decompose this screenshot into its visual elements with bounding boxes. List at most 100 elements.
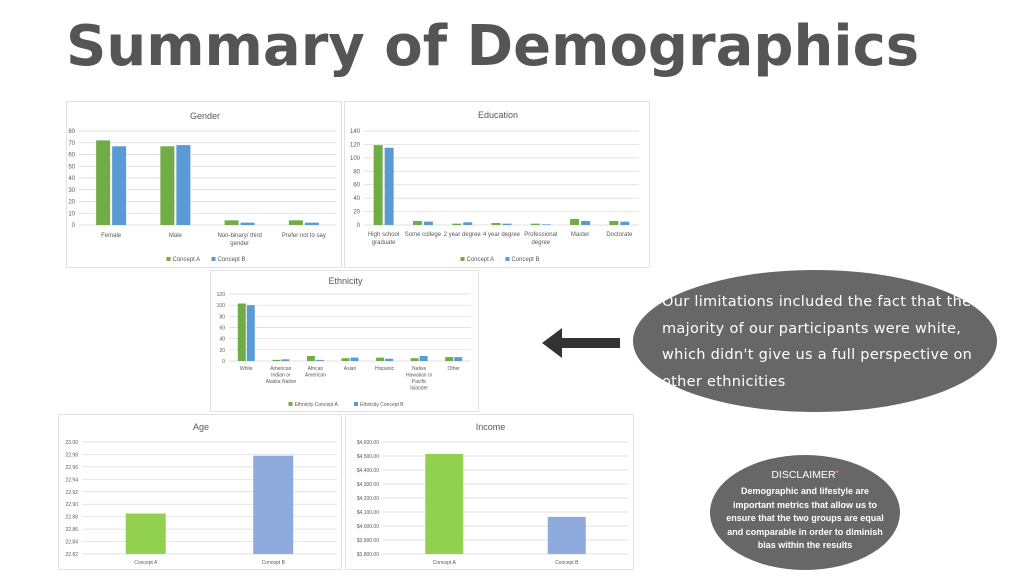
age-category-label: Concept A — [134, 560, 158, 566]
gender-ytick-label: 30 — [68, 188, 75, 194]
ethnicity-chart-title: Ethnicity — [328, 276, 363, 286]
education-bar-2-year-degree-concept-b — [463, 222, 473, 225]
ethnicity-category-label-line: Pacific — [412, 379, 427, 385]
gender-legend-swatch — [166, 257, 171, 261]
gender-bar-non-binary-third-concept-b — [240, 222, 255, 225]
gender-category-label: Female — [101, 233, 122, 239]
education-bar-professional-concept-a — [530, 223, 540, 225]
education-category-label-line: High school — [368, 232, 399, 238]
age-ytick-label: 22.92 — [65, 490, 78, 496]
education-category-label-line: 4 year degree — [483, 232, 521, 238]
income-category-label-line: Concept A — [433, 560, 457, 566]
education-category-label: Professional degree — [524, 232, 557, 246]
age-bar-concept-b — [253, 455, 294, 554]
education-legend-label: Concept B — [512, 257, 540, 263]
education-ytick-label: 140 — [350, 129, 361, 135]
income-ytick-label: $4,600.00 — [357, 440, 379, 446]
age-chart: Age 22.82 22.84 22.86 22.88 22.90 22.92 22.94 22… — [65, 422, 337, 566]
gender-bar-non-binary-third-concept-a — [224, 220, 239, 225]
gender-bar-prefer-not-to-say-concept-b — [304, 222, 319, 225]
education-ytick-label: 120 — [350, 142, 361, 148]
income-chart: Income $3,800.00 $3,900.00 $4,000.00 $4,100.… — [357, 422, 628, 566]
ethnicity-ytick-label: 0 — [222, 359, 225, 365]
age-chart-panel: Age 22.82 22.84 22.86 22.88 22.90 22.92 22.94 22… — [58, 414, 342, 570]
education-ytick-label: 40 — [353, 196, 360, 202]
ethnicity-category-label: Native Hawaiian or Pacific Islander — [406, 366, 433, 392]
education-category-label-line: Professional — [524, 232, 557, 238]
gender-bar-female-concept-a — [96, 140, 111, 225]
ethnicity-bar-american-ethnicity-concept-b — [281, 359, 290, 361]
education-bar-master-concept-b — [581, 220, 591, 225]
income-bar-concept-a — [425, 453, 464, 554]
ethnicity-category-label: Hispanic — [375, 366, 395, 372]
age-ytick-label: 22.86 — [65, 527, 78, 533]
income-ytick-label: $3,800.00 — [357, 552, 379, 558]
education-bar-4-year-degree-concept-a — [491, 222, 501, 225]
ethnicity-category-label-line: American — [305, 373, 326, 379]
ethnicity-category-label-line: American — [270, 366, 291, 372]
education-bar-doctorate-concept-b — [620, 221, 630, 225]
ethnicity-category-label: White — [240, 366, 253, 372]
education-bar-high-school-concept-b — [384, 147, 394, 225]
ethnicity-bar-hispanic-ethnicity-concept-a — [376, 357, 385, 361]
education-chart-title: Education — [478, 110, 518, 120]
gender-category-label-line: Female — [101, 233, 122, 239]
ethnicity-category-label-line: Indian or — [271, 373, 291, 379]
ethnicity-ytick-label: 60 — [219, 326, 225, 332]
education-bar-some-college-concept-b — [423, 221, 433, 225]
age-ytick-label: 22.88 — [65, 515, 78, 521]
ethnicity-bar-hispanic-ethnicity-concept-b — [385, 358, 394, 361]
ethnicity-category-label-line: Hawaiian or — [406, 373, 433, 379]
education-category-label-line: Master — [571, 232, 589, 238]
ethnicity-ytick-label: 100 — [217, 303, 226, 309]
age-ytick-label: 22.82 — [65, 552, 78, 558]
income-ytick-label: $4,000.00 — [357, 524, 379, 530]
age-ytick-label: 22.94 — [65, 477, 78, 483]
education-bar-high-school-concept-a — [373, 145, 383, 225]
education-chart-panel: Education 0 20 40 60 80 100 120 140 High school gr… — [344, 101, 650, 268]
ethnicity-bar-native-ethnicity-concept-a — [410, 358, 419, 361]
gender-legend-swatch — [211, 257, 216, 261]
gender-bar-female-concept-b — [112, 146, 127, 225]
ethnicity-ytick-label: 20 — [219, 348, 225, 354]
gender-chart: Gender 0 10 20 30 40 50 60 70 80 Female Male Non-bin… — [68, 111, 336, 263]
disclaimer-heading-text: DISCLAIMER — [771, 469, 836, 481]
income-ytick-label: $4,400.00 — [357, 468, 379, 474]
ethnicity-bar-other-ethnicity-concept-a — [445, 357, 454, 361]
ethnicity-legend-swatch — [354, 402, 358, 406]
gender-ytick-label: 70 — [68, 141, 75, 147]
ethnicity-bar-asian-ethnicity-concept-a — [341, 358, 350, 361]
ethnicity-bar-asian-ethnicity-concept-b — [350, 357, 359, 361]
education-bar-4-year-degree-concept-b — [502, 223, 512, 225]
education-bar-some-college-concept-a — [412, 220, 422, 225]
education-category-label-line: 2 year degree — [444, 232, 482, 238]
age-ytick-label: 23.00 — [65, 440, 78, 446]
gender-ytick-label: 10 — [68, 211, 75, 217]
education-ytick-label: 100 — [350, 156, 361, 162]
gender-legend-label: Concept A — [173, 257, 201, 263]
education-bar-master-concept-a — [570, 218, 580, 225]
education-chart: Education 0 20 40 60 80 100 120 140 High school gr… — [350, 110, 639, 263]
ethnicity-category-label-line: Islander — [410, 386, 428, 392]
ethnicity-category-label-line: Other — [447, 366, 460, 372]
gender-category-label-line: Male — [169, 233, 183, 239]
education-ytick-label: 20 — [353, 210, 360, 216]
disclaimer-body: Demographic and lifestyle are important … — [726, 486, 884, 550]
education-category-label: 4 year degree — [483, 232, 521, 238]
gender-category-label-line: Prefer not to say — [282, 233, 326, 239]
disclaimer-bubble — [710, 455, 900, 570]
education-category-label-line: Some college — [405, 232, 442, 238]
gender-category-label: Prefer not to say — [282, 233, 326, 239]
ethnicity-category-label-line: Alaska Native — [266, 379, 297, 385]
education-category-label-line: graduate — [372, 240, 396, 246]
gender-chart-panel: Gender 0 10 20 30 40 50 60 70 80 Female Male Non-bin… — [66, 101, 342, 268]
gender-category-label: Male — [169, 233, 183, 239]
income-bar-concept-b — [547, 516, 586, 554]
education-ytick-label: 80 — [353, 169, 360, 175]
gender-ytick-label: 50 — [68, 164, 75, 170]
disclaimer-heading: DISCLAIMER* — [710, 469, 900, 481]
age-chart-title: Age — [193, 422, 209, 432]
education-category-label: Master — [571, 232, 589, 238]
gender-category-label: Non-binary/ third gender — [217, 233, 261, 247]
